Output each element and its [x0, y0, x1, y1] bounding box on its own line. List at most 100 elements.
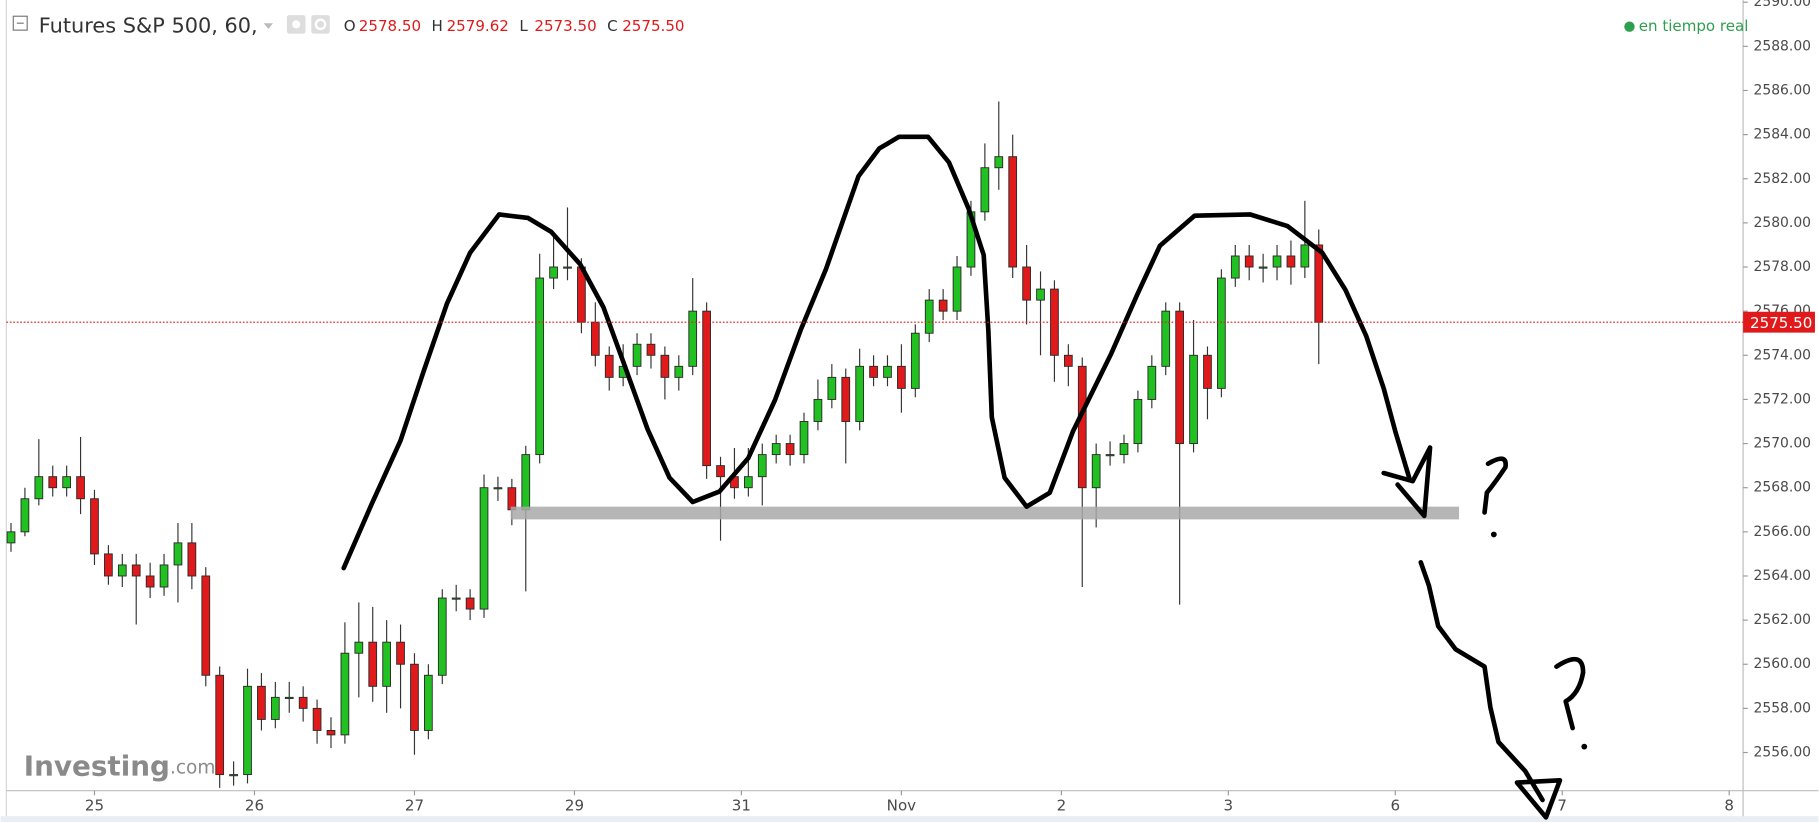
candle-body: [326, 729, 336, 736]
candle-body: [354, 641, 364, 654]
hand-arrowhead-lower: [1514, 777, 1563, 820]
x-tick-label: Nov: [887, 796, 916, 814]
question-mark: [1554, 656, 1586, 731]
candle-body: [173, 542, 183, 566]
y-tick-label: 2574.00: [1754, 347, 1812, 363]
candle-body: [396, 641, 405, 665]
axes: 2556.00 2558.00 2560.00 2562.00 2564.00 2566.…: [85, 0, 1811, 814]
dropdown-icon[interactable]: [263, 23, 274, 29]
candle-body: [1077, 365, 1087, 489]
candle-body: [145, 575, 155, 588]
settings-button[interactable]: [311, 15, 330, 34]
candle-body: [883, 365, 892, 378]
candle-body: [688, 310, 698, 367]
candle-body: [549, 266, 558, 279]
y-tick-label: 2580.00: [1754, 215, 1812, 231]
y-tick-label: 2586.00: [1754, 82, 1812, 98]
candle-body: [1008, 156, 1018, 268]
candle-body: [702, 310, 711, 467]
gear-icon: [314, 18, 327, 31]
candle-body: [1286, 255, 1296, 268]
candle-body: [1272, 255, 1282, 268]
candle-body: [1217, 277, 1226, 389]
collapse-button[interactable]: [12, 15, 28, 31]
x-tick-label: 26: [245, 796, 264, 814]
candle-body: [1036, 288, 1045, 301]
candle-body: [20, 498, 30, 533]
ohlc-key: C: [607, 17, 618, 35]
y-tick-label: 2568.00: [1754, 480, 1812, 496]
candle-body: [104, 553, 113, 577]
candle-body: [1244, 255, 1254, 268]
x-tick-label: 2: [1057, 796, 1067, 814]
candle-body: [270, 696, 280, 720]
candle-body: [1258, 266, 1268, 269]
candle-body: [229, 774, 238, 777]
ohlc-key: L: [519, 17, 528, 35]
hand-arrowhead: [1381, 445, 1433, 519]
candle-body: [799, 421, 809, 456]
candle-body: [243, 685, 252, 776]
candle-body: [479, 487, 489, 610]
candle-body: [521, 454, 531, 511]
candle-body: [62, 476, 72, 489]
candle-body: [201, 575, 211, 676]
x-tick-label: 27: [405, 796, 424, 814]
candle-body: [1091, 454, 1101, 489]
y-tick-label: 2572.00: [1754, 391, 1812, 407]
candle-body: [90, 498, 99, 555]
x-tick-label: 31: [732, 796, 751, 814]
ohlc-value: 2579.62: [447, 17, 509, 35]
watermark-suffix: .com: [170, 757, 216, 778]
candle-body: [465, 597, 475, 610]
last-price-box: [1743, 311, 1815, 333]
ohlc-value: 2573.50: [534, 17, 596, 35]
hand-curve: [341, 134, 1412, 571]
symbol-title: Futures S&P 500, 60,: [39, 14, 258, 38]
candle-body: [535, 277, 545, 456]
candle-body: [1105, 454, 1115, 457]
candle-body: [1063, 354, 1073, 367]
ohlc-key: H: [432, 17, 443, 35]
bottom-strip: [0, 816, 1819, 822]
candle-body: [869, 365, 878, 378]
candle-body: [34, 476, 44, 500]
hand-curve-lower: [1418, 559, 1545, 803]
candle-body: [48, 476, 58, 489]
candle-body: [563, 266, 572, 269]
y-tick-label: 2578.00: [1754, 259, 1812, 275]
y-tick-label: 2566.00: [1754, 524, 1812, 540]
question-dot: [1490, 531, 1497, 538]
candle-body: [716, 465, 725, 478]
candle-body: [215, 674, 225, 776]
x-tick-label: 25: [85, 796, 104, 814]
candle-body: [368, 641, 378, 687]
y-tick-label: 2570.00: [1754, 436, 1812, 452]
x-tick-label: 7: [1557, 796, 1567, 814]
candle-body: [980, 167, 990, 213]
candle-body: [938, 299, 948, 312]
y-tick-label: 2558.00: [1754, 700, 1812, 716]
candle-body: [340, 652, 350, 736]
candle-body: [1161, 310, 1171, 367]
x-tick-label: 3: [1224, 796, 1234, 814]
status-dot: [1624, 21, 1635, 32]
candle-body: [1147, 365, 1157, 400]
eye-icon: [292, 20, 301, 29]
candle-body: [924, 299, 934, 334]
candle-body: [284, 696, 294, 699]
candle-body: [827, 376, 837, 400]
candle-body: [1314, 244, 1324, 323]
candle-body: [813, 398, 823, 422]
watermark-brand: Investing: [24, 750, 170, 783]
status-text: en tiempo real: [1639, 17, 1749, 35]
last-price-label: 2575.50: [1750, 314, 1812, 332]
candle-body: [76, 476, 85, 500]
candle-body: [1022, 266, 1031, 301]
ohlc-value: 2578.50: [359, 17, 421, 35]
x-tick-label: 6: [1390, 796, 1400, 814]
candle-body: [674, 365, 684, 378]
y-tick-label: 2564.00: [1754, 568, 1812, 584]
